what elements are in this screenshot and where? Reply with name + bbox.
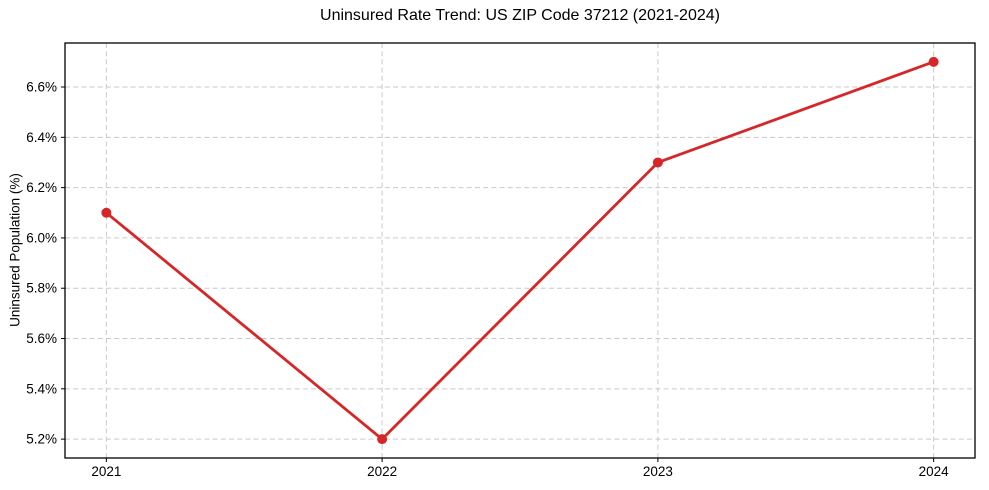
data-point-marker — [928, 56, 939, 67]
y-tick-label: 5.4% — [26, 381, 57, 396]
y-tick-label: 6.0% — [26, 230, 57, 245]
data-point-marker — [652, 157, 663, 168]
plot-frame — [64, 42, 976, 459]
chart-title: Uninsured Rate Trend: US ZIP Code 37212 … — [320, 7, 720, 24]
x-tick-label: 2023 — [643, 464, 673, 479]
y-tick-label: 5.6% — [26, 331, 57, 346]
y-tick-label: 6.4% — [26, 130, 57, 145]
y-tick-label: 6.2% — [26, 180, 57, 195]
y-tick-label: 5.2% — [26, 432, 57, 447]
data-point-marker — [101, 207, 112, 218]
y-tick-label: 6.6% — [26, 80, 57, 95]
x-tick-label: 2024 — [919, 464, 950, 479]
x-tick-label: 2022 — [367, 464, 397, 479]
trend-line — [104, 60, 936, 441]
y-tick-label: 5.8% — [26, 281, 57, 296]
x-tick-label: 2021 — [91, 464, 121, 479]
data-point-marker — [377, 434, 388, 445]
